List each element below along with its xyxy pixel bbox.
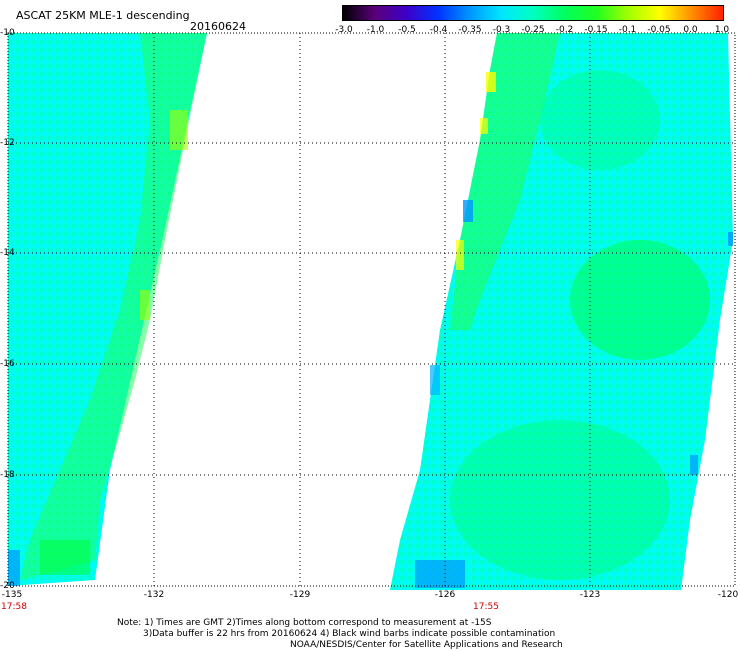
footnote-line-2: 3)Data buffer is 22 hrs from 20160624 4)…: [143, 629, 556, 639]
lon-label: -120: [717, 590, 739, 600]
colorbar-tick-label: 0.0: [683, 25, 698, 35]
colorbar-tick-label: -3.0: [335, 25, 353, 35]
left-swath: [8, 33, 207, 586]
colorbar-tick-label: -0.15: [584, 25, 608, 35]
lat-label: -20: [0, 581, 15, 591]
chart-title: ASCAT 25KM MLE-1 descending: [16, 9, 190, 22]
colorbar-tick-label: -0.1: [618, 25, 637, 35]
pass-time-right: 17:55: [473, 602, 499, 612]
lat-label: -14: [0, 248, 15, 258]
lat-label: -10: [0, 28, 15, 38]
lon-label: -132: [143, 590, 165, 600]
map-border: [7, 32, 736, 587]
lon-label: -129: [289, 590, 311, 600]
right-swath: [390, 33, 733, 590]
colorbar-tick-label: -0.3: [492, 25, 511, 35]
colorbar-tick-label: -0.05: [647, 25, 671, 35]
colorbar-tick-label: -0.2: [555, 25, 574, 35]
lat-label: -12: [0, 138, 15, 148]
colorbar-tick-label: -0.4: [429, 25, 448, 35]
lat-label: -18: [0, 470, 15, 480]
colorbar: [342, 5, 724, 21]
footnote-line-1: Note: 1) Times are GMT 2)Times along bot…: [117, 618, 492, 628]
lat-label: -16: [0, 359, 15, 369]
graticule: [8, 33, 735, 586]
colorbar-tick-label: -0.35: [458, 25, 482, 35]
lon-label: -123: [579, 590, 601, 600]
colorbar-tick-label: -0.5: [398, 25, 416, 35]
lon-label: -126: [434, 590, 456, 600]
pass-time-left: 17:58: [1, 602, 27, 612]
colorbar-tick-label: 1.0: [714, 25, 730, 35]
lon-label: -135: [1, 590, 23, 600]
colorbar-tick-label: -1.0: [366, 25, 385, 35]
footnote-credit: NOAA/NESDIS/Center for Satellite Applica…: [290, 640, 563, 650]
chart-date: 20160624: [190, 20, 246, 33]
colorbar-tick-label: -0.25: [521, 25, 545, 35]
